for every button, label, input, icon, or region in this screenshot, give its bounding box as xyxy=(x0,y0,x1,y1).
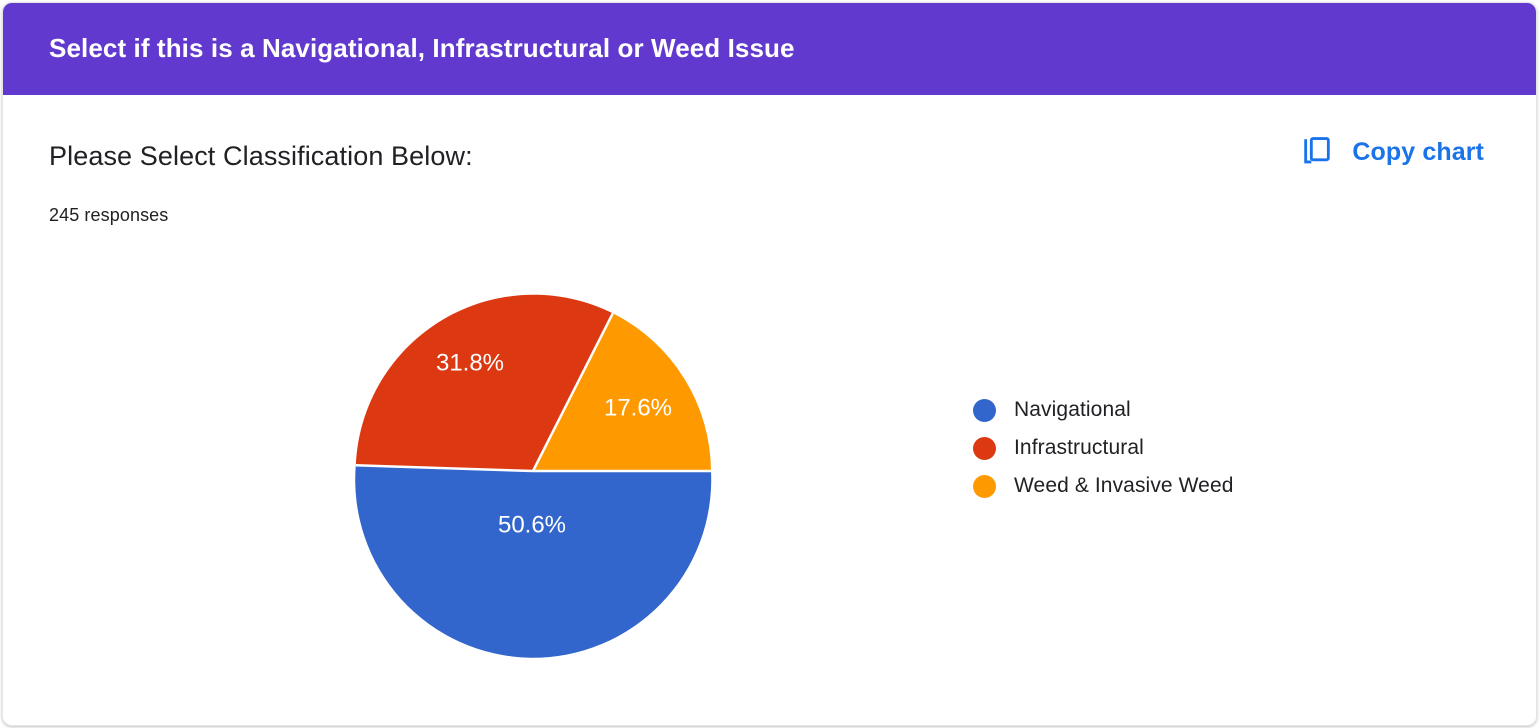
pie-slice-infrastructural[interactable] xyxy=(355,294,613,471)
pie-label-weed: 17.6% xyxy=(604,394,672,421)
pie-label-navigational: 50.6% xyxy=(498,511,566,538)
question-title: Please Select Classification Below: xyxy=(49,141,473,171)
legend-item-navigational[interactable]: Navigational xyxy=(973,391,1234,429)
legend-label: Navigational xyxy=(1014,398,1131,421)
response-count: 245 responses xyxy=(49,205,169,225)
legend-label: Infrastructural xyxy=(1014,436,1144,459)
copy-icon xyxy=(1300,135,1334,169)
pie-slice-weed[interactable] xyxy=(533,313,711,471)
legend-swatch-icon xyxy=(973,398,996,422)
copy-chart-button[interactable]: Copy chart xyxy=(1300,135,1484,169)
chart-legend: Navigational Infrastructural Weed & Inva… xyxy=(973,391,1234,505)
response-body: Please Select Classification Below: 245 … xyxy=(3,95,1536,725)
legend-item-weed[interactable]: Weed & Invasive Weed xyxy=(973,467,1234,505)
legend-label: Weed & Invasive Weed xyxy=(1014,474,1234,497)
pie-slice-dividers xyxy=(355,312,711,473)
chart-container: 50.6% 31.8% 17.6% Navigational Infrastru… xyxy=(3,225,1536,665)
legend-swatch-icon xyxy=(973,474,996,498)
pie-slice-navigational[interactable] xyxy=(355,465,712,658)
legend-item-infrastructural[interactable]: Infrastructural xyxy=(973,429,1234,467)
copy-chart-label: Copy chart xyxy=(1352,137,1484,166)
legend-swatch-icon xyxy=(973,436,996,460)
pie-chart: 50.6% 31.8% 17.6% xyxy=(355,294,712,658)
page-title: Select if this is a Navigational, Infras… xyxy=(49,33,795,64)
pie-label-infrastructural: 31.8% xyxy=(436,349,504,376)
form-header-bar: Select if this is a Navigational, Infras… xyxy=(3,3,1536,95)
